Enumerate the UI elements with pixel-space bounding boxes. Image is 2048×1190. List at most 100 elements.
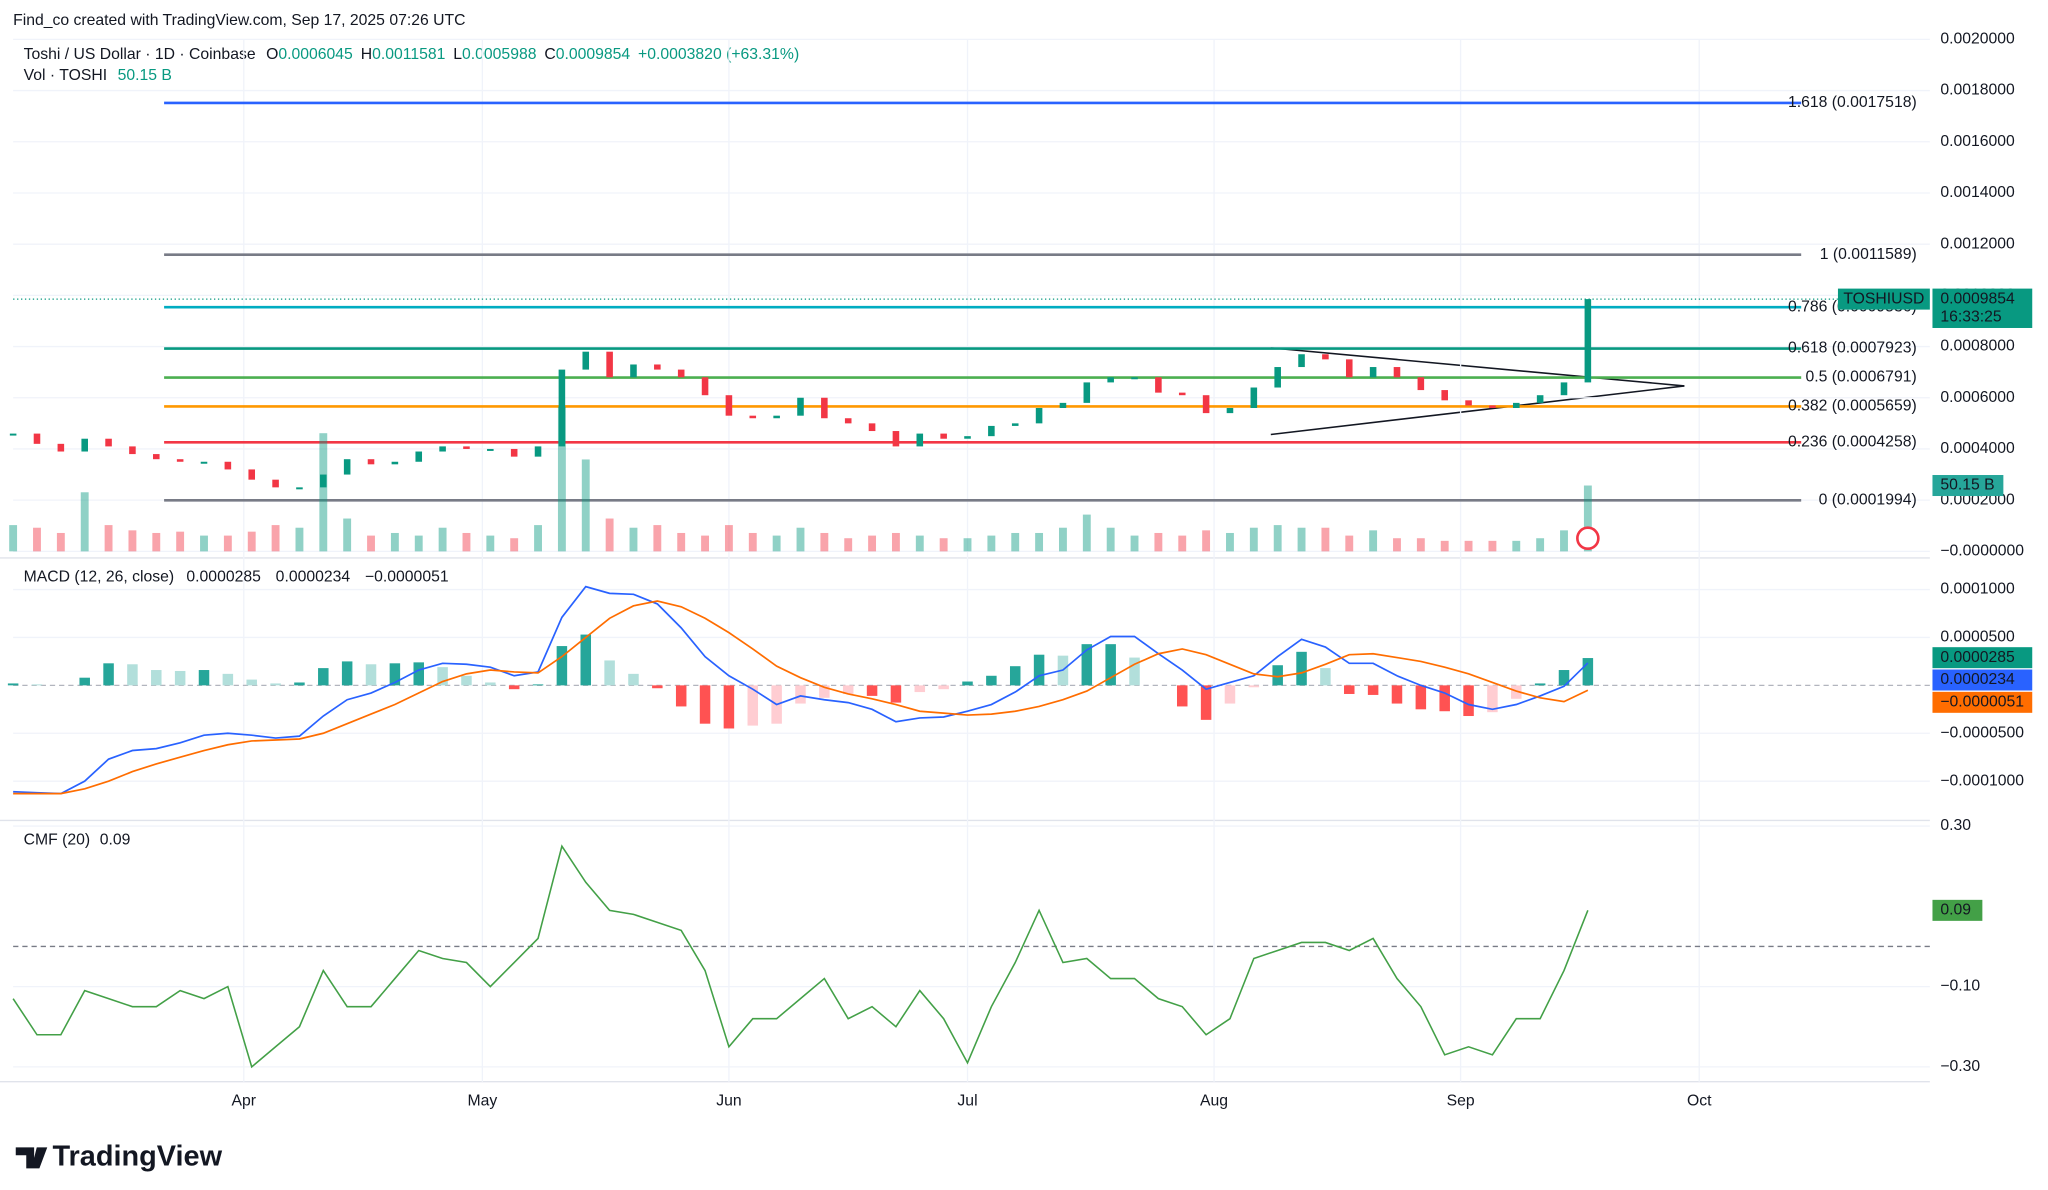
trendline bbox=[1270, 385, 1685, 436]
volume-bar bbox=[1035, 532, 1044, 552]
ohlc-key: O bbox=[266, 46, 278, 63]
histogram-bar bbox=[842, 685, 854, 694]
legend-value: 0.0000234 bbox=[276, 569, 351, 586]
volume-badge bbox=[1932, 475, 2004, 497]
volume-bar bbox=[1536, 538, 1545, 552]
histogram-bar bbox=[962, 681, 973, 686]
candle bbox=[1536, 395, 1544, 403]
volume-bar bbox=[247, 531, 256, 552]
candle bbox=[797, 397, 804, 416]
credit: Find_co created with TradingView.com, Se… bbox=[13, 12, 465, 29]
histogram-bar bbox=[1009, 666, 1021, 686]
volume-badge-text: 50.15 B bbox=[1940, 477, 1994, 494]
candle bbox=[1584, 299, 1592, 383]
histogram-bar bbox=[795, 685, 806, 704]
volume-bar bbox=[104, 525, 113, 552]
volume-bar bbox=[1488, 540, 1497, 552]
histogram-bar bbox=[151, 670, 162, 686]
volume-bar bbox=[772, 535, 781, 552]
histogram-bar bbox=[819, 685, 830, 698]
volume-bar bbox=[1011, 532, 1020, 552]
candle bbox=[1059, 402, 1067, 408]
candle bbox=[367, 459, 375, 465]
histogram-bar bbox=[294, 682, 305, 686]
volume-bar bbox=[1059, 527, 1067, 552]
candle bbox=[153, 454, 160, 460]
y-tick-label: 0.0018000 bbox=[1940, 82, 2015, 99]
volume-bar bbox=[605, 518, 614, 552]
histogram-bar bbox=[508, 685, 520, 690]
candle bbox=[844, 418, 852, 424]
histogram-bar bbox=[318, 668, 329, 686]
histogram-bar bbox=[485, 682, 496, 686]
candle bbox=[892, 431, 900, 447]
candle bbox=[582, 351, 590, 370]
candle bbox=[1226, 407, 1234, 414]
y-tick-label: 0.0012000 bbox=[1940, 235, 2015, 252]
histogram-bar bbox=[341, 661, 353, 686]
volume-bar bbox=[653, 525, 662, 552]
event-flag bbox=[1576, 526, 1600, 551]
volume-bar bbox=[271, 525, 280, 552]
histogram-bar bbox=[1272, 665, 1283, 686]
volume-bar bbox=[1249, 527, 1258, 552]
histogram-bar bbox=[7, 683, 19, 686]
x-tick-label: Oct bbox=[1687, 1093, 1712, 1110]
candle bbox=[415, 451, 423, 462]
histogram-bar bbox=[1248, 685, 1260, 688]
histogram-bar bbox=[198, 670, 210, 686]
symbol-legend: Toshi / US Dollar · 1D · Coinbase O0.0006… bbox=[24, 46, 800, 63]
value-badge bbox=[1932, 899, 1983, 921]
histogram-bar bbox=[914, 685, 926, 693]
volume-bar bbox=[438, 527, 447, 552]
volume-bar bbox=[557, 406, 566, 552]
histogram-bar bbox=[1224, 685, 1236, 704]
candle bbox=[558, 369, 566, 447]
volume-bar bbox=[1583, 485, 1592, 552]
legend-value: 0.0000285 bbox=[186, 569, 261, 586]
value-badge-text: 0.0000234 bbox=[1940, 671, 2015, 688]
y-tick-label: 0.0000500 bbox=[1940, 629, 2015, 646]
histogram-bar bbox=[127, 664, 138, 686]
candle bbox=[57, 443, 65, 452]
histogram-bar bbox=[79, 677, 90, 686]
candle bbox=[1131, 377, 1138, 380]
y-tick-label: 0.0004000 bbox=[1940, 440, 2015, 457]
candle bbox=[701, 377, 709, 396]
histogram-bar bbox=[723, 685, 735, 729]
volume-bar bbox=[1226, 532, 1234, 552]
volume-bar bbox=[9, 525, 18, 552]
histogram-bar bbox=[1033, 654, 1045, 686]
candle bbox=[510, 448, 518, 457]
macd-line bbox=[13, 600, 1589, 795]
histogram-bar bbox=[1511, 685, 1522, 699]
histogram-bar bbox=[1320, 668, 1331, 686]
candle bbox=[343, 459, 351, 475]
y-tick-label: 0.30 bbox=[1940, 817, 1971, 834]
indicator-title: MACD (12, 26, close) bbox=[24, 569, 175, 586]
volume-bar bbox=[80, 492, 89, 552]
candle bbox=[916, 433, 924, 447]
y-tick-label: 0.0016000 bbox=[1940, 133, 2015, 150]
ohlc-value: 0.0011581 bbox=[372, 46, 445, 63]
fib-label: 1 (0.0011589) bbox=[1820, 246, 1917, 263]
histogram-bar bbox=[652, 685, 663, 689]
histogram-bar bbox=[1582, 658, 1594, 686]
price-badge-text: 0.0009854 bbox=[1940, 290, 2015, 307]
volume-bar bbox=[701, 535, 709, 552]
histogram-bar bbox=[1415, 685, 1427, 710]
volume-bar bbox=[1154, 532, 1163, 552]
histogram-bar bbox=[1129, 657, 1140, 686]
volume-bar bbox=[629, 527, 638, 552]
legend-value: −0.0000051 bbox=[365, 569, 449, 586]
candle bbox=[439, 446, 446, 452]
y-tick-label: 0.0001000 bbox=[1940, 581, 2015, 598]
volume-bar bbox=[1440, 540, 1449, 552]
volume-bar bbox=[963, 538, 972, 552]
candle bbox=[1560, 382, 1568, 396]
volume-title: Vol · TOSHI bbox=[24, 67, 107, 84]
ohlc-key: H bbox=[361, 46, 372, 63]
x-tick-label: Apr bbox=[232, 1093, 257, 1110]
